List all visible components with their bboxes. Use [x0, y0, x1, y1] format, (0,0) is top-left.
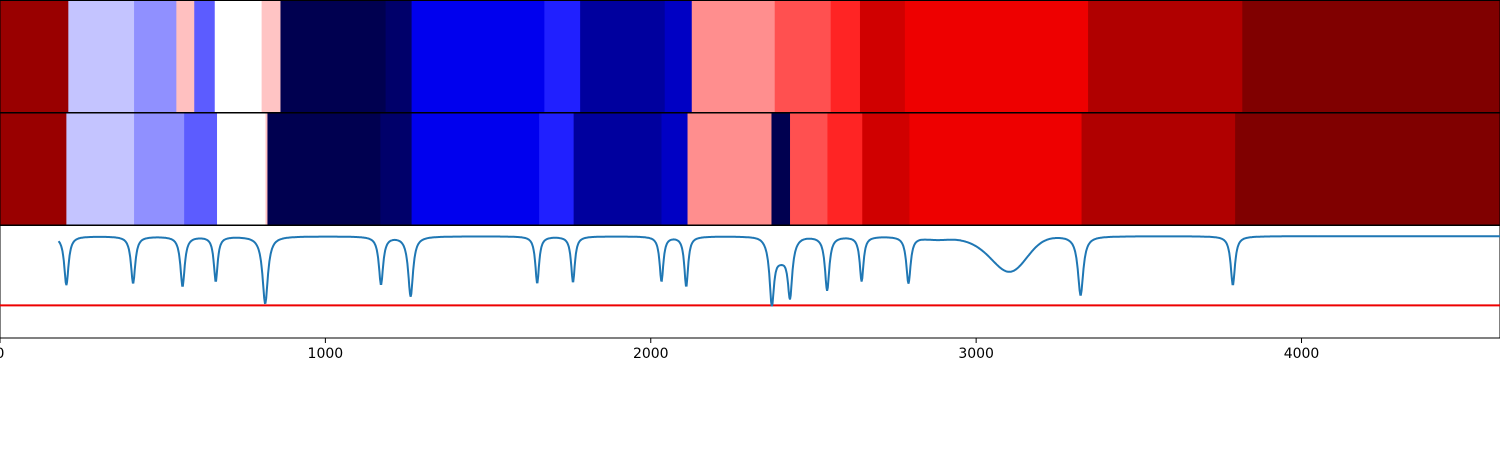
segments-bottom-segment-12 — [687, 113, 772, 225]
x-tick-label-1: 1000 — [308, 346, 344, 362]
segments-bottom-segment-14 — [790, 113, 828, 225]
segments-bottom-segment-17 — [909, 113, 1083, 225]
segments-top-segment-15 — [830, 1, 861, 112]
segments-bottom-segment-6 — [267, 113, 381, 225]
segments-bottom-segment-1 — [66, 113, 135, 225]
segments-bottom-segment-16 — [862, 113, 910, 225]
segments-top-segment-7 — [280, 1, 387, 112]
segments-bottom-segment-8 — [411, 113, 540, 225]
segments-bottom-segment-4 — [217, 113, 267, 225]
segments-top-segment-10 — [544, 1, 581, 112]
segments-top-segment-2 — [134, 1, 177, 112]
segments-top-segment-3 — [176, 1, 195, 112]
segments-top-segment-13 — [691, 1, 776, 112]
segments-top-segment-19 — [1242, 1, 1500, 112]
segments-bottom-segment-15 — [827, 113, 863, 225]
x-tick-label-4: 4000 — [1284, 346, 1320, 362]
segments-bottom-segment-9 — [539, 113, 575, 225]
segments-top-segment-12 — [664, 1, 693, 112]
segments-top-segment-4 — [194, 1, 216, 112]
segments-bottom-segment-18 — [1081, 113, 1236, 225]
segments-top-segment-9 — [411, 1, 545, 112]
segments-top-segment-17 — [904, 1, 1089, 112]
segments-top-segment-0 — [0, 1, 69, 112]
segments-top-segment-8 — [385, 1, 413, 112]
segments-top-segment-18 — [1088, 1, 1243, 112]
segments-bottom-segment-3 — [184, 113, 218, 225]
signal-panel-frame — [0, 225, 1500, 339]
heatmap-row-bottom — [0, 113, 1500, 225]
segments-top-segment-1 — [68, 1, 135, 112]
heatmap-row-top — [0, 1, 1500, 112]
x-tick-label-0: 0 — [0, 346, 4, 362]
signal-series-line — [57, 235, 1500, 307]
signal-panel — [0, 225, 1500, 339]
x-tick-label-3: 3000 — [958, 346, 994, 362]
segments-bottom-segment-2 — [134, 113, 185, 225]
segments-bottom-segment-11 — [661, 113, 689, 225]
segments-top-segment-11 — [580, 1, 666, 112]
segments-bottom-segment-5 — [265, 113, 268, 225]
segments-top-segment-6 — [261, 1, 281, 112]
segments-top-segment-16 — [859, 1, 906, 112]
segments-bottom-segment-7 — [380, 113, 413, 225]
segments-bottom-segment-0 — [0, 113, 67, 225]
x-tick-label-2: 2000 — [633, 346, 669, 362]
segments-bottom-segment-10 — [573, 113, 662, 225]
segments-bottom-segment-19 — [1235, 113, 1500, 225]
x-axis: 0 1000 2000 3000 4000 — [0, 338, 1319, 362]
segments-bottom-segment-13 — [771, 113, 791, 225]
segments-top-segment-14 — [774, 1, 832, 112]
segments-top-segment-5 — [214, 1, 263, 112]
